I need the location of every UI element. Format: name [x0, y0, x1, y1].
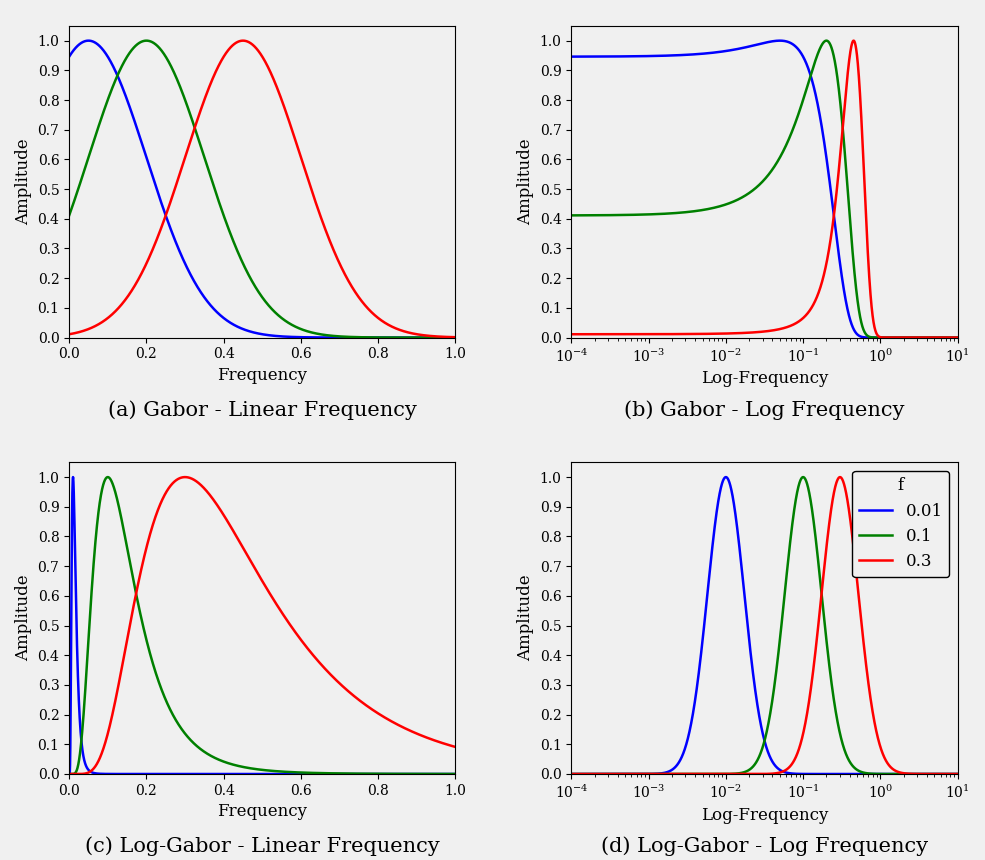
Y-axis label: Amplitude: Amplitude [517, 574, 534, 661]
0.1 [713, 769, 725, 779]
0.1 [884, 769, 895, 779]
0.01 [565, 769, 577, 779]
X-axis label: Frequency: Frequency [218, 803, 307, 820]
0.01 [797, 769, 809, 779]
Line: 0.01: 0.01 [571, 477, 957, 774]
Line: 0.3: 0.3 [571, 477, 957, 774]
0.3 [952, 769, 963, 779]
X-axis label: Log-Frequency: Log-Frequency [700, 370, 828, 387]
0.01 [720, 472, 732, 482]
0.3 [713, 769, 725, 779]
0.1 [797, 472, 809, 482]
Y-axis label: Amplitude: Amplitude [15, 138, 32, 225]
Line: 0.1: 0.1 [571, 477, 957, 774]
0.3 [797, 729, 809, 740]
Text: (d) Log-Gabor - Log Frequency: (d) Log-Gabor - Log Frequency [601, 836, 928, 856]
0.3 [884, 760, 895, 771]
0.01 [713, 492, 725, 502]
0.01 [854, 769, 866, 779]
0.1 [797, 472, 809, 482]
X-axis label: Log-Frequency: Log-Frequency [700, 807, 828, 824]
Text: (b) Gabor - Log Frequency: (b) Gabor - Log Frequency [624, 400, 905, 420]
Text: (a) Gabor - Linear Frequency: (a) Gabor - Linear Frequency [108, 400, 417, 420]
0.3 [635, 769, 647, 779]
0.01 [817, 769, 828, 779]
0.01 [635, 769, 647, 779]
0.3 [817, 579, 828, 589]
0.01 [884, 769, 895, 779]
0.3 [854, 600, 866, 611]
Y-axis label: Amplitude: Amplitude [517, 138, 534, 225]
Text: (c) Log-Gabor - Linear Frequency: (c) Log-Gabor - Linear Frequency [85, 836, 439, 856]
0.1 [854, 766, 866, 777]
X-axis label: Frequency: Frequency [218, 367, 307, 384]
0.1 [952, 769, 963, 779]
0.3 [565, 769, 577, 779]
0.1 [817, 599, 828, 610]
0.3 [834, 472, 846, 482]
Legend: 0.01, 0.1, 0.3: 0.01, 0.1, 0.3 [852, 470, 950, 577]
Y-axis label: Amplitude: Amplitude [15, 574, 32, 661]
0.1 [565, 769, 577, 779]
0.1 [635, 769, 647, 779]
0.01 [952, 769, 963, 779]
